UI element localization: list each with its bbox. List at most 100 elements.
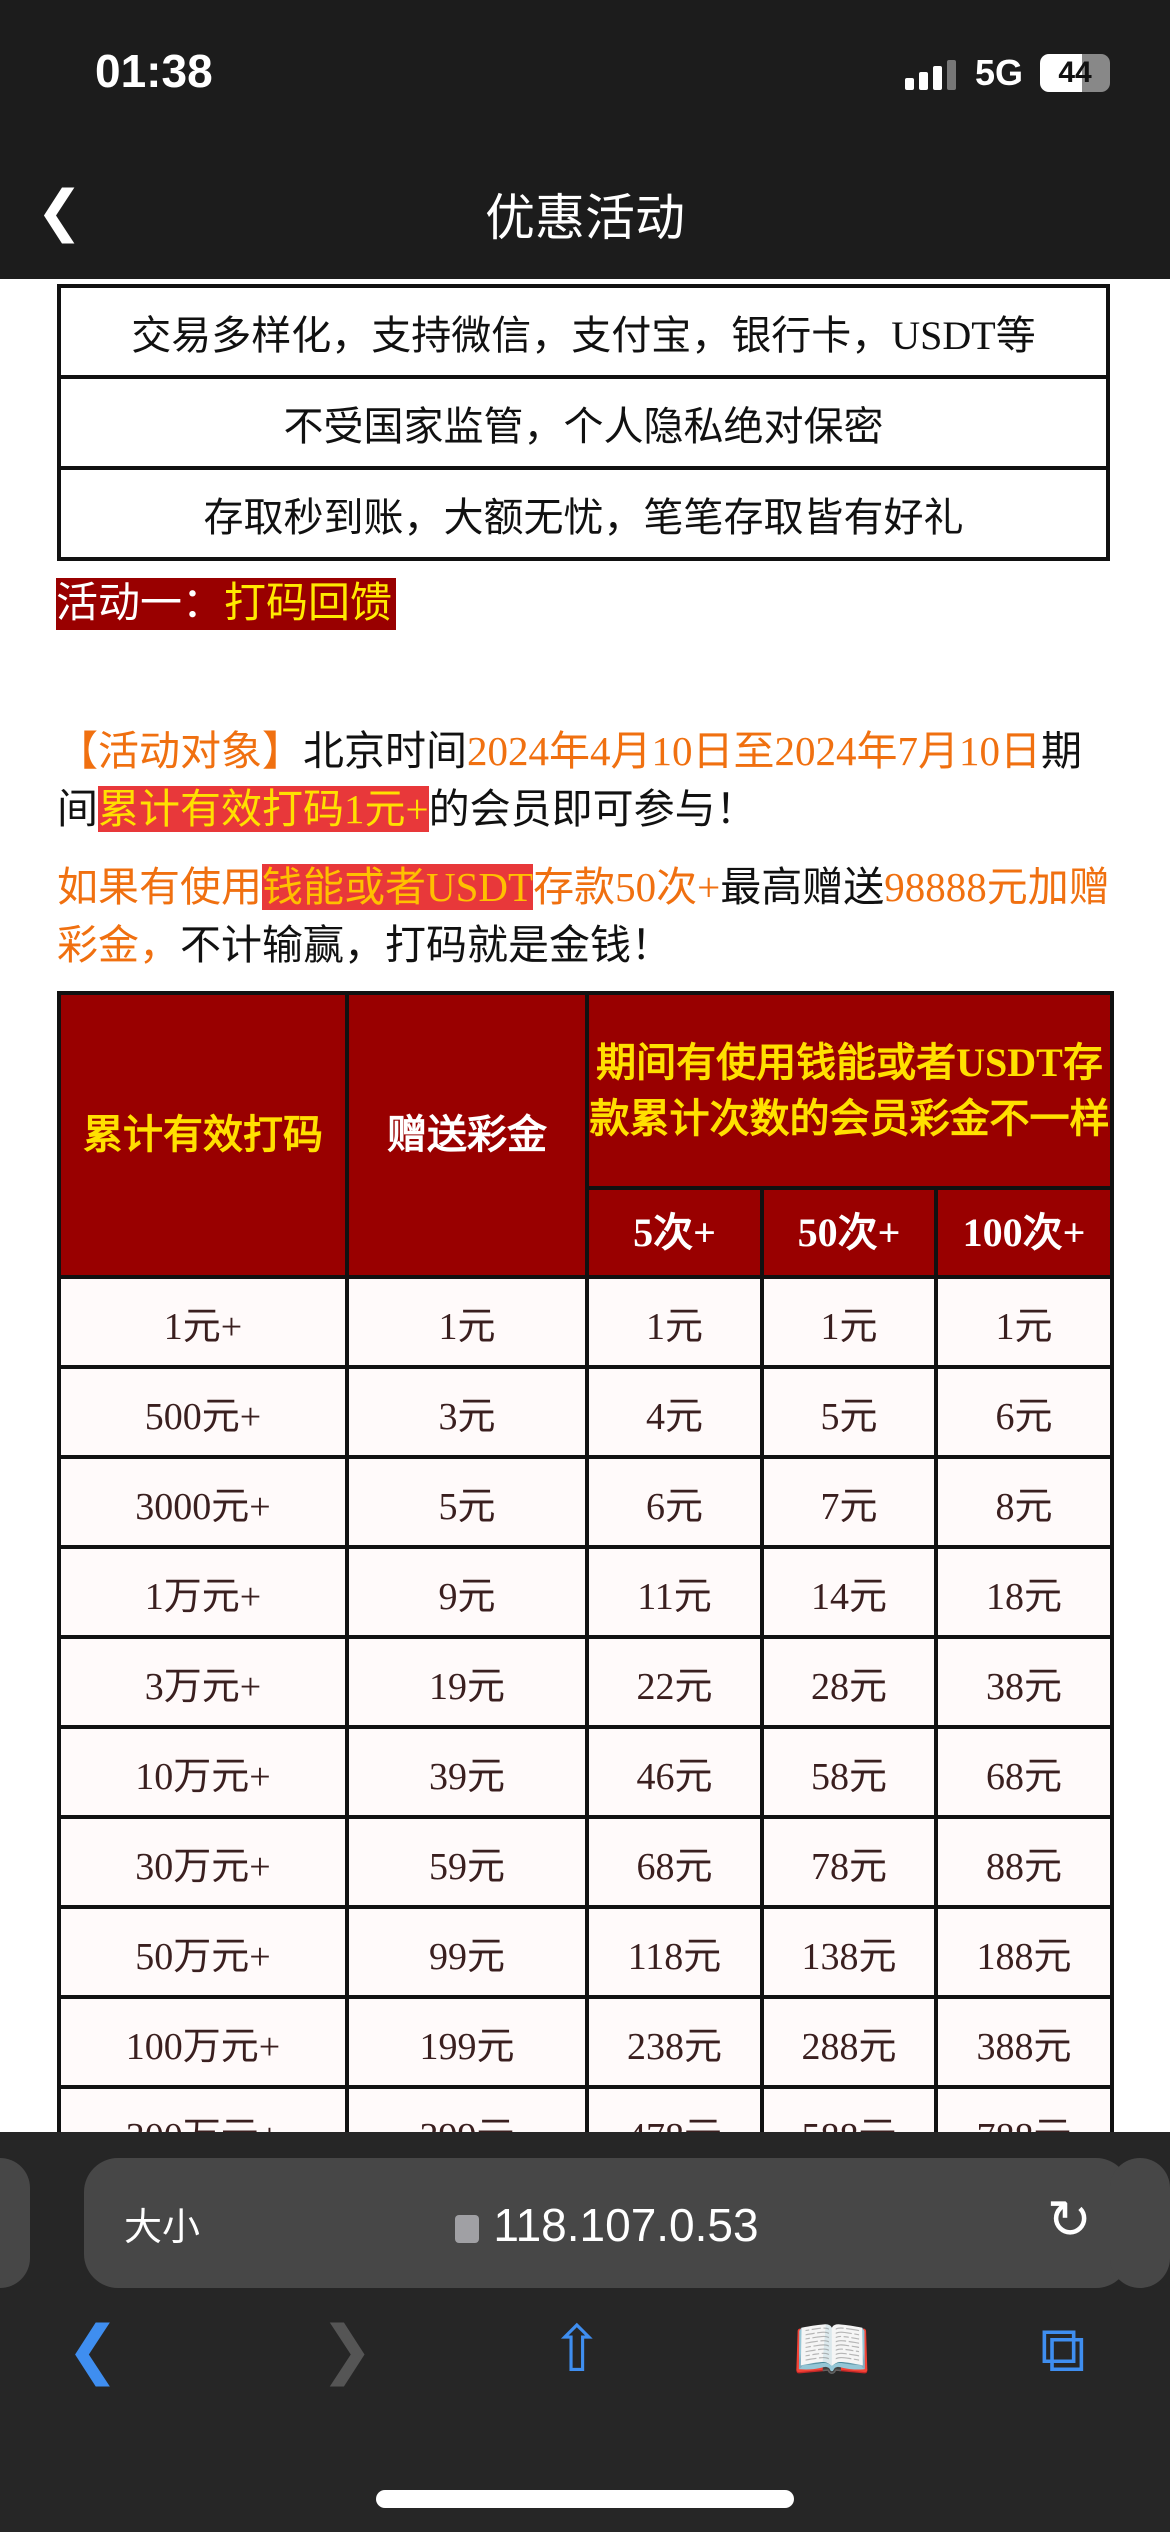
text: 98888元加赠彩金， [57, 864, 1110, 968]
header-5x: 5次+ [585, 1186, 764, 1279]
table-cell: 28元 [760, 1635, 938, 1729]
table-cell: 22元 [585, 1635, 764, 1729]
table-cell: 10万元+ [57, 1725, 349, 1819]
activity-name: 打码回馈 [224, 581, 393, 627]
table-cell: 18元 [933, 1545, 1115, 1639]
table-row: 3000元+ 5元 6元 7元 8元 [57, 1455, 1115, 1549]
table-cell: 46元 [585, 1725, 764, 1819]
table-row: 3万元+ 19元 22元 28元 38元 [57, 1635, 1115, 1729]
table-cell: 58元 [760, 1725, 938, 1819]
header-bonus: 赠送彩金 [345, 991, 589, 1279]
date-range: 2024年4月10日至2024年7月10日 [467, 728, 1041, 774]
prev-tab-pill[interactable] [0, 2158, 30, 2288]
table-cell: 4元 [585, 1365, 764, 1459]
table-cell: 1元 [585, 1275, 764, 1369]
table-cell: 3元 [345, 1365, 589, 1459]
table-cell: 50万元+ [57, 1905, 349, 1999]
text: 北京时间 [303, 728, 467, 774]
activity-target-paragraph: 【活动对象】北京时间2024年4月10日至2024年7月10日期间累计有效打码1… [57, 722, 1117, 838]
lock-icon [455, 2215, 480, 2243]
page-title: 优惠活动 [485, 190, 685, 246]
table-cell: 1万元+ [57, 1545, 349, 1639]
table-cell: 7元 [760, 1455, 938, 1549]
header-100x: 100次+ [933, 1186, 1115, 1279]
table-row: 1元+ 1元 1元 1元 1元 [57, 1275, 1115, 1369]
table-cell: 88元 [933, 1815, 1115, 1909]
table-cell: 5元 [345, 1455, 589, 1549]
bonus-table: 累计有效打码 赠送彩金 期间有使用钱能或者USDT存款累计次数的会员彩金不一样 … [57, 991, 1115, 2179]
table-cell: 238元 [585, 1995, 764, 2089]
text: 【活动对象】 [57, 728, 303, 774]
next-tab-pill[interactable] [1110, 2158, 1170, 2288]
text: 最高赠送 [720, 864, 885, 910]
highlight-text: 累计有效打码1元+ [98, 786, 429, 832]
table-cell: 68元 [585, 1815, 764, 1909]
table-cell: 14元 [760, 1545, 938, 1639]
table-cell: 8元 [933, 1455, 1115, 1549]
address-bar[interactable]: 大小 118.107.0.53 ↻ [84, 2158, 1130, 2288]
table-row: 10万元+ 39元 46元 58元 68元 [57, 1725, 1115, 1819]
highlight-text: 钱能或者USDT [262, 864, 534, 910]
tabs-icon[interactable]: ⧉ [1040, 2313, 1086, 2385]
table-cell: 78元 [760, 1815, 938, 1909]
table-cell: 11元 [585, 1545, 764, 1639]
url-text[interactable]: 118.107.0.53 [493, 2199, 759, 2251]
table-cell: 68元 [933, 1725, 1115, 1819]
text: 期间 [57, 728, 1082, 832]
share-icon[interactable]: ⇧ [550, 2313, 604, 2385]
table-cell: 6元 [585, 1455, 764, 1549]
text: 不计输赢，打码就是金钱！ [180, 922, 672, 968]
home-indicator [376, 2490, 794, 2508]
browser-toolbar: 大小 118.107.0.53 ↻ ❮ ❯ ⇧ 📖 ⧉ [0, 2132, 1170, 2532]
features-table: 交易多样化，支持微信，支付宝，银行卡，USDT等 不受国家监管，个人隐私绝对保密… [57, 284, 1110, 561]
activity-label: 活动一：打码回馈 [56, 578, 397, 630]
table-cell: 38元 [933, 1635, 1115, 1729]
table-cell: 59元 [345, 1815, 589, 1909]
table-cell: 30万元+ [57, 1815, 349, 1909]
table-cell: 9元 [345, 1545, 589, 1639]
clock: 01:38 [95, 45, 213, 97]
table-cell: 1元 [760, 1275, 938, 1369]
text: 的会员即可参与！ [428, 786, 757, 832]
feature-cell: 存取秒到账，大额无忧，笔笔存取皆有好礼 [57, 466, 1110, 561]
table-row: 30万元+ 59元 68元 78元 88元 [57, 1815, 1115, 1909]
back-icon[interactable]: ❮ [66, 2313, 120, 2385]
text-size-button[interactable]: 大小 [124, 2207, 201, 2249]
feature-cell: 交易多样化，支持微信，支付宝，银行卡，USDT等 [57, 284, 1110, 379]
text: 存款50次+ [533, 864, 721, 910]
header-group: 期间有使用钱能或者USDT存款累计次数的会员彩金不一样 [584, 991, 1115, 1190]
header-50x: 50次+ [760, 1186, 938, 1279]
table-cell: 188元 [933, 1905, 1115, 1999]
feature-cell: 不受国家监管，个人隐私绝对保密 [57, 375, 1110, 470]
table-cell: 3000元+ [57, 1455, 349, 1549]
header-cumulative-bets: 累计有效打码 [57, 991, 349, 1279]
table-row: 1万元+ 9元 11元 14元 18元 [57, 1545, 1115, 1639]
text: 如果有使用 [57, 864, 262, 910]
table-cell: 5元 [760, 1365, 938, 1459]
table-row: 500元+ 3元 4元 5元 6元 [57, 1365, 1115, 1459]
signal-icon [905, 60, 956, 90]
network-type: 5G [975, 52, 1024, 93]
reload-icon[interactable]: ↻ [1046, 2190, 1092, 2250]
bonus-paragraph: 如果有使用钱能或者USDT存款50次+最高赠送98888元加赠彩金，不计输赢，打… [57, 858, 1117, 974]
bookmarks-icon[interactable]: 📖 [792, 2313, 872, 2385]
table-cell: 1元+ [57, 1275, 349, 1369]
forward-icon[interactable]: ❯ [320, 2313, 374, 2385]
table-cell: 1元 [345, 1275, 589, 1369]
status-bar: 01:38 5G 44 ❮ 优惠活动 [0, 0, 1170, 279]
table-row: 100万元+ 199元 238元 288元 388元 [57, 1995, 1115, 2089]
chevron-left-icon[interactable]: ❮ [36, 179, 83, 242]
battery-icon: 44 [1040, 54, 1110, 92]
table-cell: 138元 [760, 1905, 938, 1999]
table-cell: 100万元+ [57, 1995, 349, 2089]
table-cell: 99元 [345, 1905, 589, 1999]
table-cell: 6元 [933, 1365, 1115, 1459]
table-cell: 199元 [345, 1995, 589, 2089]
table-cell: 39元 [345, 1725, 589, 1819]
table-cell: 19元 [345, 1635, 589, 1729]
table-cell: 388元 [933, 1995, 1115, 2089]
activity-prefix: 活动一： [56, 581, 225, 627]
table-cell: 288元 [760, 1995, 938, 2089]
table-cell: 118元 [585, 1905, 764, 1999]
table-cell: 500元+ [57, 1365, 349, 1459]
